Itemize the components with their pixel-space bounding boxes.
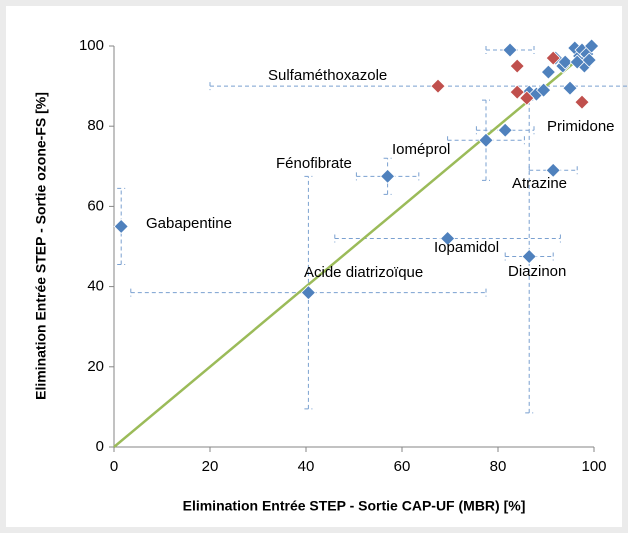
point bbox=[545, 50, 561, 66]
annotation: Fénofibrate bbox=[276, 155, 352, 172]
point bbox=[519, 90, 535, 106]
y-tick-label: 100 bbox=[79, 37, 104, 54]
point bbox=[430, 78, 446, 94]
y-tick-label: 40 bbox=[87, 278, 104, 295]
point bbox=[509, 84, 525, 100]
y-tick-label: 80 bbox=[87, 117, 104, 134]
annotation: Ioméprol bbox=[392, 141, 450, 158]
annotation: Diazinon bbox=[508, 263, 566, 280]
point bbox=[509, 58, 525, 74]
y-tick-label: 60 bbox=[87, 197, 104, 214]
point bbox=[502, 42, 518, 58]
point bbox=[562, 80, 578, 96]
point bbox=[300, 285, 316, 301]
x-tick-label: 80 bbox=[490, 458, 507, 475]
point bbox=[569, 54, 585, 70]
x-tick-label: 20 bbox=[202, 458, 219, 475]
x-tick-label: 40 bbox=[298, 458, 315, 475]
x-axis-label: Elimination Entrée STEP - Sortie CAP-UF … bbox=[183, 498, 526, 514]
y-error-bar bbox=[383, 157, 392, 195]
y-error-bar bbox=[482, 99, 490, 181]
annotation: Atrazine bbox=[512, 175, 567, 192]
y-axis-label: Elimination Entrée STEP - Sortie ozone-F… bbox=[33, 92, 49, 400]
y-tick-label: 0 bbox=[96, 438, 104, 455]
annotation: Acide diatrizoïque bbox=[304, 264, 423, 281]
point bbox=[536, 82, 552, 98]
point bbox=[497, 122, 513, 138]
point bbox=[113, 218, 129, 235]
point bbox=[380, 168, 396, 184]
point bbox=[440, 230, 456, 247]
point bbox=[521, 248, 537, 265]
point bbox=[557, 54, 573, 70]
y-error-bar bbox=[304, 175, 313, 410]
annotation: Gabapentine bbox=[146, 215, 232, 232]
trend-line bbox=[113, 45, 595, 448]
point bbox=[584, 38, 600, 54]
annotation: Iopamidol bbox=[434, 239, 499, 256]
point bbox=[574, 94, 590, 110]
point bbox=[545, 162, 561, 178]
y-tick-label: 20 bbox=[87, 358, 104, 375]
annotation: Primidone bbox=[547, 118, 615, 135]
annotation: Sulfaméthoxazole bbox=[268, 67, 387, 84]
x-tick-label: 100 bbox=[581, 458, 606, 475]
x-tick-label: 60 bbox=[394, 458, 411, 475]
point bbox=[540, 64, 556, 80]
point bbox=[581, 52, 597, 68]
x-tick-label: 0 bbox=[110, 458, 118, 475]
point bbox=[478, 132, 494, 148]
